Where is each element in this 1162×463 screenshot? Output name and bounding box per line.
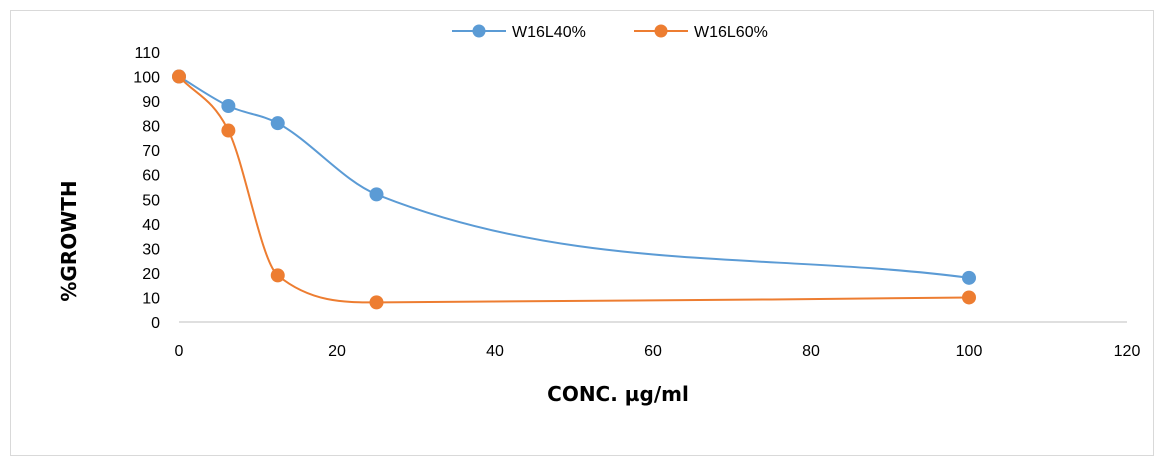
- y-tick-label: 20: [142, 266, 160, 283]
- y-tick-label: 10: [142, 290, 160, 307]
- series-line-0: [178, 75, 970, 279]
- chart-frame: [10, 10, 1154, 456]
- data-point: [172, 69, 186, 84]
- x-tick-label: 120: [1114, 343, 1141, 360]
- x-tick-label: 100: [956, 343, 983, 360]
- y-tick-label: 110: [134, 45, 160, 62]
- data-point: [221, 99, 236, 113]
- legend-label: W16L60%: [694, 24, 768, 41]
- y-tick-labels: 0 10 20 30 40 50 60 70 80 90 100 110: [133, 45, 160, 332]
- y-tick-label: 30: [142, 241, 160, 258]
- x-axis-title: CONC. µg/ml: [547, 382, 689, 406]
- data-point: [221, 123, 236, 138]
- x-tick-label: 20: [328, 343, 346, 360]
- y-axis-title: %GROWTH: [57, 180, 81, 301]
- x-tick-labels: 0 20 40 60 80 100 120: [175, 343, 1141, 360]
- x-tick-label: 60: [644, 343, 662, 360]
- y-tick-label: 90: [142, 94, 160, 111]
- x-tick-label: 0: [175, 343, 184, 360]
- data-point: [270, 268, 285, 283]
- data-point: [369, 187, 384, 202]
- y-tick-label: 70: [142, 143, 160, 160]
- y-tick-label: 100: [133, 70, 160, 87]
- x-tick-label: 80: [802, 343, 820, 360]
- legend: W16L40% W16L60%: [452, 24, 768, 41]
- legend-marker: [472, 24, 486, 38]
- y-tick-label: 40: [142, 217, 160, 234]
- y-tick-label: 80: [142, 119, 160, 136]
- data-point: [962, 290, 976, 305]
- series-line-1: [178, 75, 970, 304]
- y-tick-label: 60: [142, 168, 160, 185]
- series-layer: [172, 69, 976, 310]
- legend-label: W16L40%: [512, 24, 586, 41]
- data-point: [962, 270, 976, 285]
- x-tick-label: 40: [486, 343, 504, 360]
- legend-marker: [654, 24, 668, 38]
- y-tick-label: 50: [142, 192, 160, 209]
- y-tick-label: 0: [151, 315, 160, 332]
- data-point: [369, 295, 384, 310]
- data-point: [270, 116, 285, 131]
